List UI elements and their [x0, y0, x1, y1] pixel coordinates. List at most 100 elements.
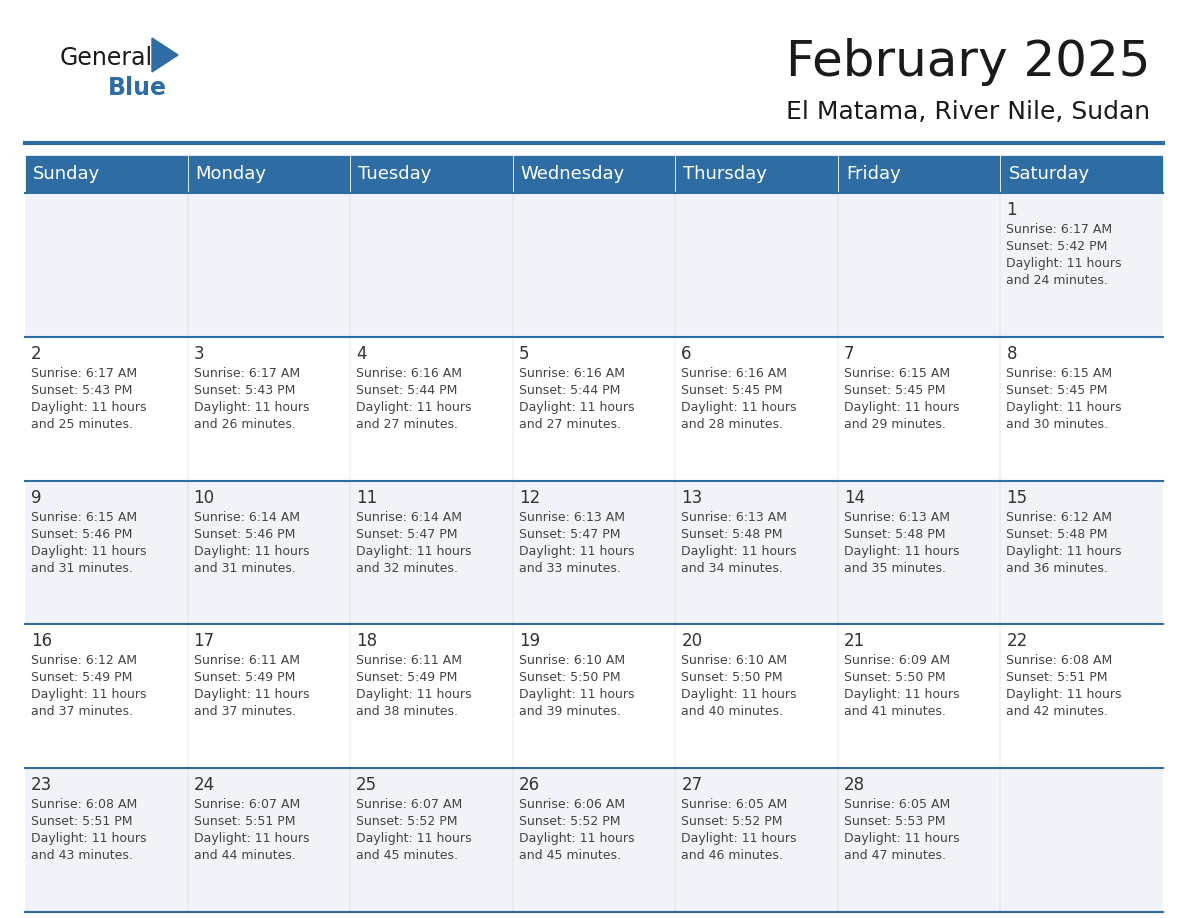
Text: and 39 minutes.: and 39 minutes. — [519, 705, 620, 719]
Text: and 37 minutes.: and 37 minutes. — [31, 705, 133, 719]
Bar — [350, 193, 513, 337]
Text: Daylight: 11 hours: Daylight: 11 hours — [194, 833, 309, 845]
Bar — [838, 155, 1000, 193]
Text: Sunset: 5:45 PM: Sunset: 5:45 PM — [843, 384, 946, 397]
Text: and 30 minutes.: and 30 minutes. — [1006, 418, 1108, 431]
Bar — [188, 481, 350, 624]
Bar — [25, 768, 188, 912]
Text: and 38 minutes.: and 38 minutes. — [356, 705, 459, 719]
Text: 28: 28 — [843, 777, 865, 794]
Text: Sunrise: 6:07 AM: Sunrise: 6:07 AM — [194, 798, 299, 812]
Text: 2: 2 — [31, 345, 42, 363]
Text: El Matama, River Nile, Sudan: El Matama, River Nile, Sudan — [786, 100, 1150, 124]
Text: Daylight: 11 hours: Daylight: 11 hours — [356, 833, 472, 845]
Text: February 2025: February 2025 — [785, 38, 1150, 86]
Bar — [25, 155, 188, 193]
Text: Daylight: 11 hours: Daylight: 11 hours — [1006, 257, 1121, 270]
Bar — [350, 481, 513, 624]
Text: Daylight: 11 hours: Daylight: 11 hours — [843, 401, 960, 414]
Text: Sunrise: 6:09 AM: Sunrise: 6:09 AM — [843, 655, 950, 667]
Text: Daylight: 11 hours: Daylight: 11 hours — [31, 544, 146, 557]
Text: and 46 minutes.: and 46 minutes. — [681, 849, 783, 862]
Text: Sunset: 5:51 PM: Sunset: 5:51 PM — [194, 815, 295, 828]
Text: Daylight: 11 hours: Daylight: 11 hours — [681, 401, 797, 414]
Text: and 24 minutes.: and 24 minutes. — [1006, 274, 1108, 287]
Bar — [675, 155, 838, 193]
Text: Sunrise: 6:06 AM: Sunrise: 6:06 AM — [519, 798, 625, 812]
Text: Sunset: 5:44 PM: Sunset: 5:44 PM — [356, 384, 457, 397]
Text: and 45 minutes.: and 45 minutes. — [519, 849, 620, 862]
Bar — [675, 337, 838, 481]
Bar — [513, 481, 675, 624]
Text: Tuesday: Tuesday — [358, 165, 431, 183]
Text: and 32 minutes.: and 32 minutes. — [356, 562, 459, 575]
Text: Sunrise: 6:15 AM: Sunrise: 6:15 AM — [843, 367, 950, 380]
Text: Sunrise: 6:10 AM: Sunrise: 6:10 AM — [519, 655, 625, 667]
Text: Daylight: 11 hours: Daylight: 11 hours — [519, 544, 634, 557]
Text: 22: 22 — [1006, 633, 1028, 650]
Text: Sunset: 5:53 PM: Sunset: 5:53 PM — [843, 815, 946, 828]
Bar — [513, 155, 675, 193]
Text: Sunrise: 6:16 AM: Sunrise: 6:16 AM — [519, 367, 625, 380]
Text: Friday: Friday — [846, 165, 901, 183]
Text: Sunrise: 6:17 AM: Sunrise: 6:17 AM — [1006, 223, 1112, 236]
Text: 12: 12 — [519, 488, 541, 507]
Text: Sunset: 5:49 PM: Sunset: 5:49 PM — [194, 671, 295, 685]
Text: Sunrise: 6:08 AM: Sunrise: 6:08 AM — [1006, 655, 1113, 667]
Text: Sunset: 5:50 PM: Sunset: 5:50 PM — [519, 671, 620, 685]
Text: 6: 6 — [681, 345, 691, 363]
Text: Sunset: 5:48 PM: Sunset: 5:48 PM — [843, 528, 946, 541]
Text: Sunset: 5:43 PM: Sunset: 5:43 PM — [31, 384, 132, 397]
Text: 18: 18 — [356, 633, 378, 650]
Polygon shape — [152, 38, 178, 72]
Text: and 42 minutes.: and 42 minutes. — [1006, 705, 1108, 719]
Text: Sunrise: 6:12 AM: Sunrise: 6:12 AM — [1006, 510, 1112, 523]
Bar — [350, 768, 513, 912]
Text: Thursday: Thursday — [683, 165, 767, 183]
Text: 1: 1 — [1006, 201, 1017, 219]
Text: Sunday: Sunday — [33, 165, 100, 183]
Text: Wednesday: Wednesday — [520, 165, 625, 183]
Bar — [838, 481, 1000, 624]
Text: 5: 5 — [519, 345, 529, 363]
Text: Sunset: 5:46 PM: Sunset: 5:46 PM — [194, 528, 295, 541]
Text: and 34 minutes.: and 34 minutes. — [681, 562, 783, 575]
Text: Daylight: 11 hours: Daylight: 11 hours — [194, 401, 309, 414]
Text: Sunset: 5:48 PM: Sunset: 5:48 PM — [1006, 528, 1108, 541]
Bar — [675, 768, 838, 912]
Text: Sunrise: 6:15 AM: Sunrise: 6:15 AM — [1006, 367, 1112, 380]
Text: Daylight: 11 hours: Daylight: 11 hours — [519, 401, 634, 414]
Text: Sunrise: 6:15 AM: Sunrise: 6:15 AM — [31, 510, 137, 523]
Text: Sunset: 5:45 PM: Sunset: 5:45 PM — [1006, 384, 1108, 397]
Text: Sunrise: 6:05 AM: Sunrise: 6:05 AM — [681, 798, 788, 812]
Text: 25: 25 — [356, 777, 378, 794]
Text: Sunset: 5:48 PM: Sunset: 5:48 PM — [681, 528, 783, 541]
Text: 21: 21 — [843, 633, 865, 650]
Bar — [188, 768, 350, 912]
Text: Daylight: 11 hours: Daylight: 11 hours — [843, 544, 960, 557]
Text: 24: 24 — [194, 777, 215, 794]
Text: Daylight: 11 hours: Daylight: 11 hours — [843, 688, 960, 701]
Text: Sunrise: 6:16 AM: Sunrise: 6:16 AM — [681, 367, 788, 380]
Bar — [188, 155, 350, 193]
Text: Daylight: 11 hours: Daylight: 11 hours — [31, 688, 146, 701]
Bar — [838, 624, 1000, 768]
Text: 8: 8 — [1006, 345, 1017, 363]
Bar — [25, 337, 188, 481]
Text: Sunrise: 6:13 AM: Sunrise: 6:13 AM — [843, 510, 950, 523]
Text: Daylight: 11 hours: Daylight: 11 hours — [519, 833, 634, 845]
Text: and 27 minutes.: and 27 minutes. — [519, 418, 620, 431]
Text: 3: 3 — [194, 345, 204, 363]
Bar — [1000, 337, 1163, 481]
Text: Daylight: 11 hours: Daylight: 11 hours — [356, 688, 472, 701]
Text: Daylight: 11 hours: Daylight: 11 hours — [1006, 688, 1121, 701]
Text: 23: 23 — [31, 777, 52, 794]
Text: 14: 14 — [843, 488, 865, 507]
Text: 27: 27 — [681, 777, 702, 794]
Text: and 43 minutes.: and 43 minutes. — [31, 849, 133, 862]
Text: and 45 minutes.: and 45 minutes. — [356, 849, 459, 862]
Text: and 31 minutes.: and 31 minutes. — [31, 562, 133, 575]
Text: and 26 minutes.: and 26 minutes. — [194, 418, 296, 431]
Text: General: General — [61, 46, 153, 70]
Text: Sunset: 5:47 PM: Sunset: 5:47 PM — [519, 528, 620, 541]
